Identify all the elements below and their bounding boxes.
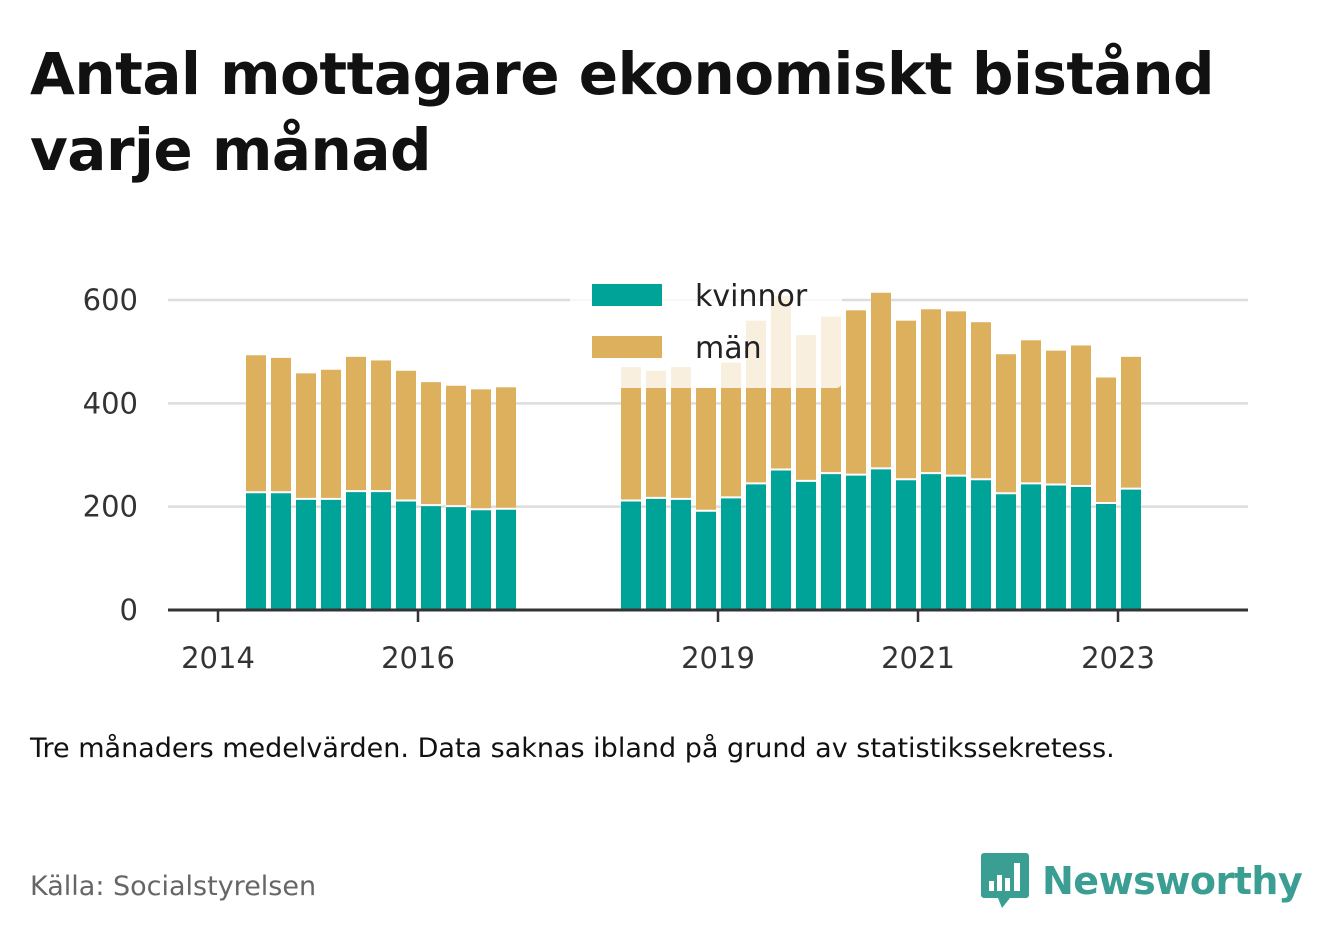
bar-man — [396, 370, 416, 501]
bar-kvinnor — [971, 479, 991, 610]
bar-man — [1021, 340, 1041, 484]
bar-man — [471, 389, 491, 510]
bar-kvinnor — [1021, 483, 1041, 610]
x-axis-ticks: 2014 2016 2019 2021 2023 — [181, 610, 1155, 675]
brand-logo: Newsworthy — [980, 850, 1303, 912]
x-tick-label: 2014 — [181, 641, 255, 675]
bar-kvinnor — [446, 506, 466, 610]
bar-man — [1096, 377, 1116, 504]
bar-kvinnor — [821, 473, 841, 610]
legend-swatch — [592, 336, 662, 358]
bar-kvinnor — [721, 497, 741, 610]
bar-man — [1071, 345, 1091, 486]
bar-kvinnor — [946, 475, 966, 610]
bar-kvinnor — [996, 493, 1016, 610]
bar-man — [346, 356, 366, 492]
bar-kvinnor — [846, 474, 866, 610]
bar-man — [846, 310, 866, 475]
x-tick-label: 2019 — [681, 641, 755, 675]
bar-kvinnor — [271, 492, 291, 610]
chart-note: Tre månaders medelvärden. Data saknas ib… — [30, 733, 1115, 764]
x-tick-label: 2021 — [881, 641, 955, 675]
bar-man — [646, 370, 666, 498]
bar-kvinnor — [771, 469, 791, 610]
bar-kvinnor — [796, 480, 816, 610]
bar-man — [621, 367, 641, 501]
bar-man — [896, 320, 916, 480]
bar-man — [721, 362, 741, 498]
bar-kvinnor — [371, 491, 391, 610]
legend-label: män — [695, 331, 762, 366]
bar-man — [296, 373, 316, 499]
legend-swatch — [592, 284, 662, 306]
bar-kvinnor — [396, 500, 416, 610]
bar-kvinnor — [321, 498, 341, 610]
bar-man — [971, 322, 991, 480]
bar-man — [1121, 356, 1141, 489]
bar-chart-speech-bubble-icon — [981, 853, 1029, 908]
legend-label: kvinnor — [695, 279, 808, 314]
bar-man — [1046, 350, 1066, 485]
legend: kvinnor män — [570, 272, 842, 388]
bar-man — [671, 367, 691, 499]
bar-kvinnor — [871, 468, 891, 610]
bar-kvinnor — [671, 498, 691, 610]
bar-man — [496, 387, 516, 509]
x-tick-label: 2016 — [381, 641, 455, 675]
bar-man — [996, 354, 1016, 494]
bar-man — [946, 311, 966, 476]
y-axis-ticks: 0 200 400 600 — [83, 283, 138, 627]
chart-title: Antal mottagare ekonomiskt bistånd varje… — [30, 40, 1215, 184]
bar-kvinnor — [246, 492, 266, 610]
bar-man — [421, 382, 441, 506]
bar-kvinnor — [421, 505, 441, 610]
bar-kvinnor — [696, 510, 716, 610]
bar-man — [246, 355, 266, 493]
bar-kvinnor — [1071, 486, 1091, 610]
bar-kvinnor — [896, 479, 916, 610]
y-tick-label: 200 — [83, 490, 138, 524]
y-tick-label: 600 — [83, 283, 138, 317]
bar-kvinnor — [346, 491, 366, 610]
bar-man — [271, 357, 291, 493]
bar-kvinnor — [921, 473, 941, 610]
brand-name: Newsworthy — [1042, 859, 1303, 903]
bar-kvinnor — [646, 497, 666, 610]
bar-kvinnor — [621, 500, 641, 610]
bar-man — [446, 385, 466, 507]
stacked-bar-chart: 0 200 400 600 2014 2016 2019 2021 2023 kvinnor m… — [83, 272, 1248, 675]
bar-kvinnor — [746, 483, 766, 610]
y-tick-label: 400 — [83, 386, 138, 420]
bar-kvinnor — [1046, 484, 1066, 610]
source-credit: Källa: Socialstyrelsen — [30, 871, 317, 902]
x-tick-label: 2023 — [1081, 641, 1155, 675]
bar-kvinnor — [471, 509, 491, 610]
bar-man — [921, 309, 941, 474]
bar-man — [696, 387, 716, 511]
bar-kvinnor — [296, 498, 316, 610]
bar-kvinnor — [1121, 488, 1141, 610]
bar-kvinnor — [496, 508, 516, 610]
y-tick-label: 0 — [120, 593, 138, 627]
bar-man — [371, 360, 391, 492]
bar-kvinnor — [1096, 503, 1116, 610]
bar-man — [871, 292, 891, 469]
bar-man — [321, 369, 341, 499]
